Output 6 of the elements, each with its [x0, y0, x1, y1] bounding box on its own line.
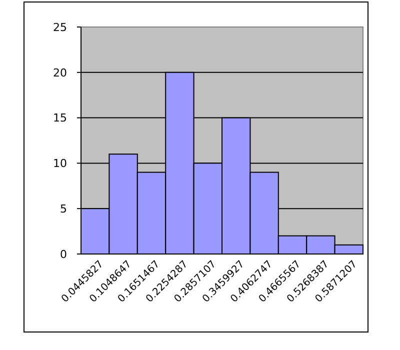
y-tick-label: 20: [53, 66, 67, 80]
y-tick-label: 0: [60, 248, 67, 261]
y-tick-label: 5: [60, 202, 67, 216]
y-tick-label: 15: [53, 112, 67, 125]
y-tick-label: 10: [53, 157, 67, 170]
y-tick-label: 25: [53, 20, 67, 34]
